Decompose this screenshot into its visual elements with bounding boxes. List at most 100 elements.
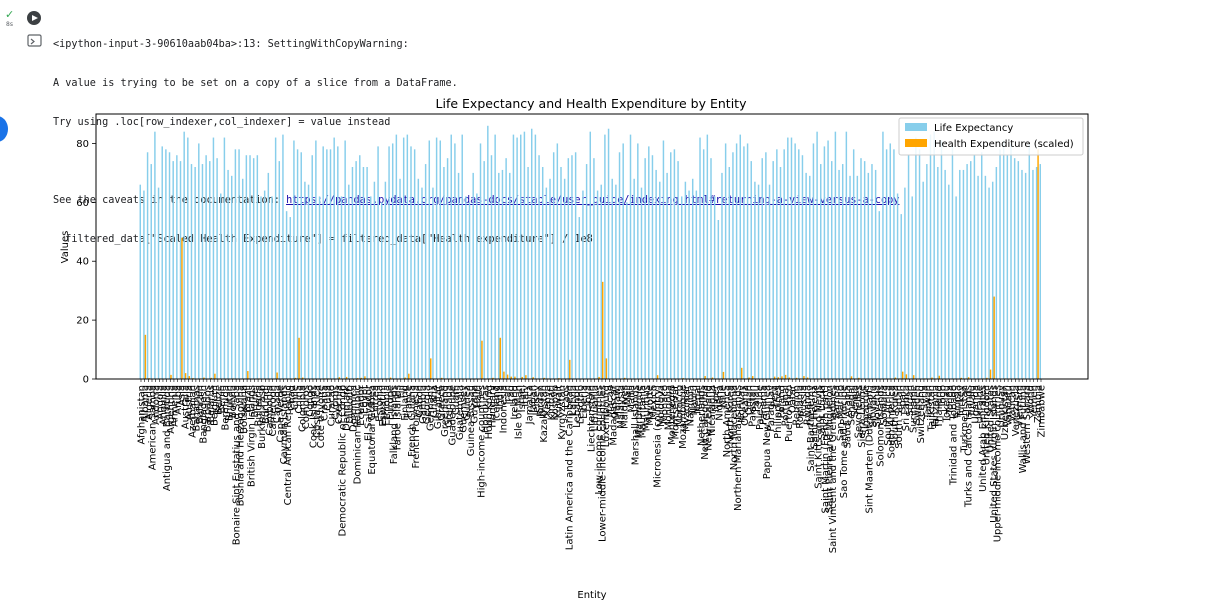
bar-life-expectancy (827, 140, 829, 379)
bar-life-expectancy (739, 134, 741, 379)
bar-life-expectancy (691, 178, 694, 379)
bar-life-expectancy (787, 137, 789, 379)
bar-health-expenditure (499, 337, 501, 379)
x-tick-label: Burundi (261, 385, 272, 424)
warning-line-2: A value is trying to be set on a copy of… (53, 78, 458, 89)
x-tick-label: Austria (184, 385, 195, 420)
bar-life-expectancy (721, 172, 723, 379)
bar-life-expectancy (757, 184, 760, 379)
x-tick-label: Marshall Islands (630, 385, 641, 465)
bar-life-expectancy (918, 149, 921, 379)
x-tick-label: Eritrea (371, 385, 382, 418)
x-tick-label: Dominica (349, 385, 360, 432)
x-tick-label: Falkland Islands (389, 385, 400, 464)
bar-life-expectancy (611, 178, 613, 379)
bar-life-expectancy (794, 143, 796, 379)
bar-life-expectancy (227, 169, 229, 379)
x-tick-label: Cayman Islands (279, 385, 290, 464)
bar-health-expenditure (389, 377, 392, 379)
bar-health-expenditure (894, 377, 897, 379)
x-tick-label: Equatorial Guinea (367, 385, 378, 475)
bar-life-expectancy (746, 143, 749, 379)
x-tick-label: Honduras (480, 385, 491, 433)
bar-life-expectancy (702, 149, 705, 379)
x-tick-label: Indonesia (499, 385, 510, 433)
bar-life-expectancy (278, 161, 281, 379)
x-tick-label: Cote d'Ivoire (316, 385, 327, 448)
x-tick-label: Curacao (327, 385, 338, 426)
bar-life-expectancy (209, 161, 211, 379)
x-tick-label: Angola (155, 385, 166, 420)
y-tick-label: 20 (76, 316, 89, 327)
x-tick-label: Mauritius (641, 385, 652, 431)
x-tick-label: South Africa (883, 385, 894, 446)
bar-life-expectancy (681, 196, 683, 379)
x-tick-label: Japan (528, 385, 539, 414)
bar-health-expenditure (514, 376, 516, 379)
output-toggle-icon[interactable] (27, 34, 42, 47)
bar-life-expectancy (1032, 169, 1034, 379)
x-tick-label: British Virgin Islands (246, 385, 257, 487)
bar-life-expectancy (176, 155, 178, 379)
bar-life-expectancy (150, 164, 152, 379)
x-tick-label: Guadeloupe (447, 385, 458, 445)
bar-life-expectancy (296, 149, 299, 379)
run-cell-button[interactable] (27, 11, 41, 25)
bar-life-expectancy (922, 181, 924, 379)
x-tick-label: Luxembourg (601, 385, 612, 447)
bar-life-expectancy (926, 164, 928, 379)
x-tick-label: Malaysia (616, 385, 627, 429)
x-tick-label: Bahamas (191, 385, 202, 432)
x-tick-label: Somalia (879, 385, 890, 425)
bar-life-expectancy (816, 131, 818, 379)
x-tick-label: Moldova (656, 385, 667, 427)
bar-life-expectancy (882, 131, 884, 379)
bar-life-expectancy (849, 175, 851, 379)
chart-title: Life Expectancy and Health Expenditure b… (436, 96, 748, 111)
bar-health-expenditure (850, 376, 853, 379)
bar-life-expectancy (578, 217, 581, 379)
x-tick-label: Sudan (905, 385, 916, 417)
x-tick-label: Ukraine (974, 385, 985, 424)
bar-life-expectancy (695, 190, 698, 379)
cell-output-text: <ipython-input-3-90610aab04ba>:13: Setti… (53, 12, 899, 259)
x-tick-label: Suriname (908, 385, 919, 433)
bar-life-expectancy (406, 134, 409, 379)
bar-life-expectancy (626, 202, 628, 379)
bar-life-expectancy (391, 143, 394, 379)
x-tick-label: Albania (140, 385, 151, 422)
bar-life-expectancy (212, 137, 215, 379)
side-panel-tab[interactable] (0, 116, 8, 142)
x-tick-label: Oceania (740, 385, 751, 426)
x-tick-label: Iraq (506, 385, 517, 405)
x-tick-label: Philippines (773, 385, 784, 439)
bar-life-expectancy (735, 143, 738, 379)
bar-life-expectancy (1013, 158, 1016, 379)
bar-life-expectancy (889, 143, 891, 379)
bar-life-expectancy (413, 149, 416, 379)
x-tick-label: France (404, 385, 415, 418)
x-tick-label: Central African Republic (283, 385, 294, 505)
bar-life-expectancy (424, 164, 427, 379)
x-tick-label: Guernsey (458, 385, 469, 433)
bar-life-expectancy (326, 149, 328, 379)
bar-life-expectancy (563, 178, 566, 379)
x-tick-label: Laos (561, 385, 572, 408)
x-tick-label: Switzerland (916, 385, 927, 443)
legend-label-life-expectancy: Life Expectancy (934, 123, 1013, 134)
bar-life-expectancy (593, 158, 595, 379)
bar-life-expectancy (1024, 172, 1027, 379)
x-tick-label: Iran (502, 385, 513, 405)
bar-life-expectancy (852, 149, 855, 379)
play-icon (32, 14, 38, 21)
x-tick-label: Slovenia (872, 385, 883, 428)
bar-health-expenditure (773, 376, 776, 379)
bar-life-expectancy (640, 187, 643, 379)
bar-life-expectancy (300, 152, 302, 379)
docs-link[interactable]: https://pandas.pydata.org/pandas-docs/st… (286, 195, 900, 206)
bar-life-expectancy (223, 137, 226, 379)
bar-health-expenditure (430, 358, 432, 379)
bar-life-expectancy (337, 146, 339, 379)
bar-life-expectancy (856, 175, 859, 379)
